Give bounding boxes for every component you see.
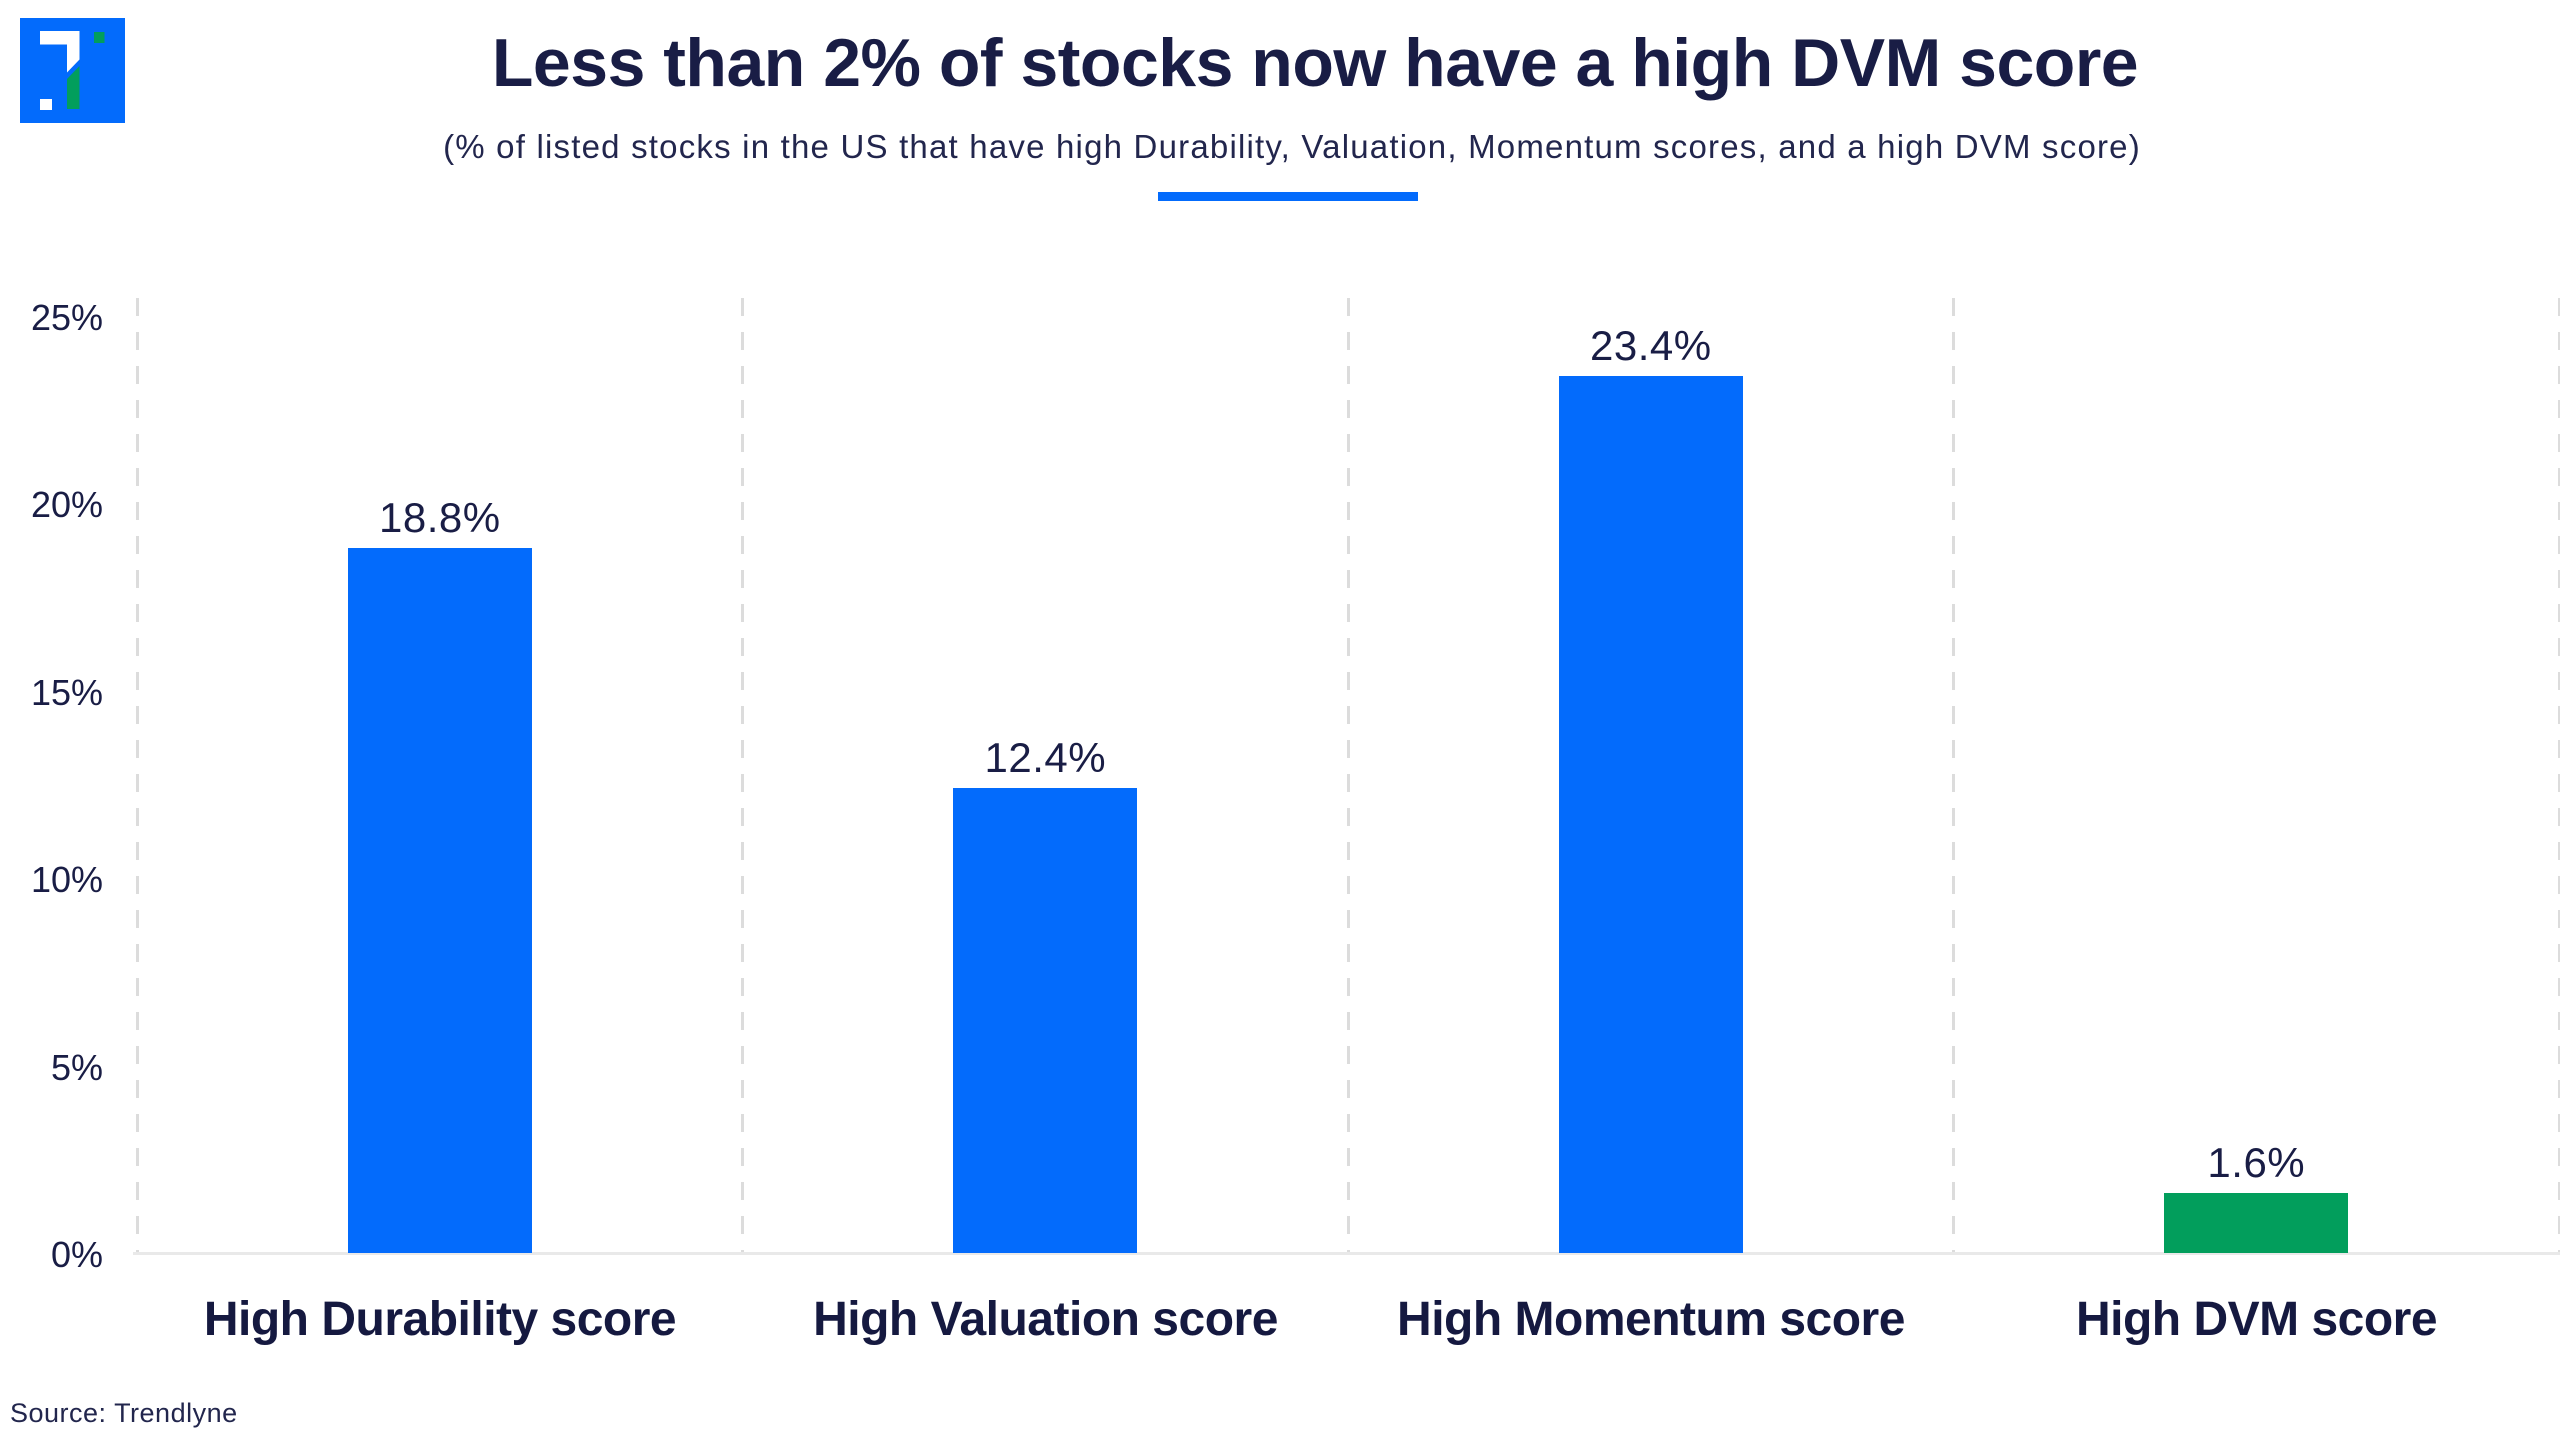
bar-value-label: 23.4%: [1590, 321, 1712, 369]
y-axis-tick-label: 25%: [30, 296, 103, 338]
vertical-gridline: [135, 298, 139, 1253]
bar-value-label: 12.4%: [984, 734, 1107, 781]
y-axis-tick-label: 0%: [50, 1234, 103, 1275]
source-attribution: Source: Trendlyne: [10, 1398, 238, 1428]
vertical-gridline: [2557, 298, 2560, 1253]
page-title: Less than 2% of stocks now have a high D…: [491, 25, 2139, 101]
y-axis-tick-label: 10%: [30, 859, 103, 900]
x-axis-line: [133, 1252, 2560, 1255]
page-subtitle: (% of listed stocks in the US that have …: [443, 128, 2141, 165]
bar-high-valuation-score: [953, 788, 1138, 1253]
bar-high-durability-score: [347, 548, 532, 1253]
x-axis-category-label: High Durability score: [203, 1293, 677, 1346]
bar-high-dvm-score: [2164, 1193, 2349, 1253]
trendlyne-logo-icon: [20, 18, 125, 123]
trendlyne-logo: [20, 18, 125, 123]
y-axis-tick-label: 15%: [30, 671, 103, 713]
vertical-gridline: [741, 298, 744, 1253]
y-axis-tick-label: 20%: [30, 484, 103, 525]
bar-value-label: 1.6%: [2207, 1139, 2306, 1186]
x-axis-category-label: High DVM score: [2075, 1293, 2438, 1346]
x-axis-category-label: High Momentum score: [1397, 1293, 1905, 1346]
x-axis-category-label: High Valuation score: [813, 1293, 1278, 1346]
bar-value-label: 18.8%: [379, 494, 501, 541]
y-axis-tick-label: 5%: [50, 1046, 103, 1088]
vertical-gridline: [1952, 298, 1955, 1253]
title-underline-accent: [1158, 192, 1418, 201]
vertical-gridline: [1346, 298, 1350, 1253]
bar-high-momentum-score: [1558, 375, 1743, 1253]
